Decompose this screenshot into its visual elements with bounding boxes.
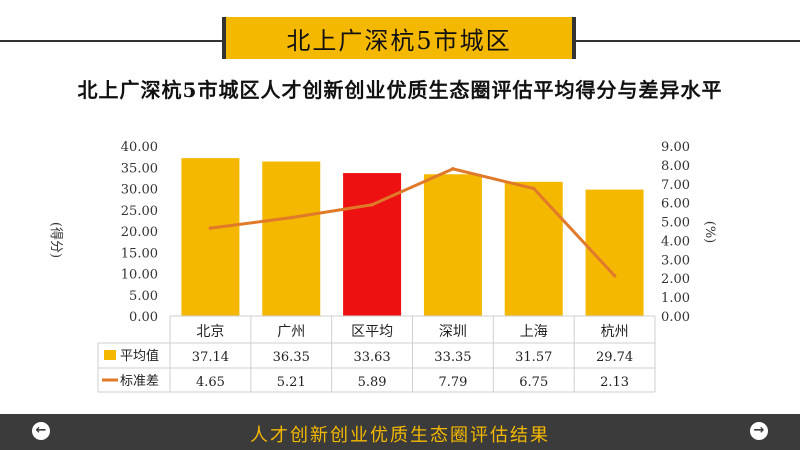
y-tick-label: 15.00 xyxy=(121,246,158,261)
y2-tick-label: 0.00 xyxy=(661,310,690,325)
arrow-right-circle-icon[interactable]: → xyxy=(750,422,768,440)
data-label: 4.65 xyxy=(196,375,225,390)
data-label: 36.35 xyxy=(273,350,310,365)
x-tick-label: 杭州 xyxy=(601,324,629,340)
legend-swatch-bar xyxy=(104,350,116,360)
y-tick-label: 5.00 xyxy=(129,289,158,304)
y-tick-label: 40.00 xyxy=(121,140,158,155)
line-point xyxy=(451,167,455,171)
x-tick-label: 上海 xyxy=(520,324,548,340)
line-point xyxy=(370,202,374,207)
y2-tick-label: 8.00 xyxy=(661,159,690,174)
x-tick-label: 区平均 xyxy=(351,324,393,340)
y-tick-label: 30.00 xyxy=(121,183,158,198)
y2-tick-label: 4.00 xyxy=(661,234,690,249)
footer-bar: ← 人才创新创业优质生态圈评估结果 → xyxy=(0,414,800,450)
data-label: 5.21 xyxy=(277,375,306,390)
data-label: 31.57 xyxy=(515,350,552,365)
y2-tick-label: 9.00 xyxy=(661,140,690,155)
y-tick-label: 20.00 xyxy=(121,225,158,240)
data-label: 5.89 xyxy=(358,375,387,390)
y2-tick-label: 1.00 xyxy=(661,291,690,306)
bar-北京 xyxy=(181,158,240,316)
series-line-标准差 xyxy=(210,167,616,277)
bar-深圳 xyxy=(423,174,482,316)
legend-label: 标准差 xyxy=(120,374,159,389)
y2-tick-label: 3.00 xyxy=(661,253,690,268)
bar-广州 xyxy=(262,161,321,316)
data-label: 6.75 xyxy=(519,375,548,390)
y-tick-label: 10.00 xyxy=(121,268,158,283)
line-point xyxy=(289,215,294,220)
line-point xyxy=(612,273,617,278)
y2-tick-label: 5.00 xyxy=(661,216,690,231)
data-label: 29.74 xyxy=(596,350,633,365)
bar-上海 xyxy=(504,181,563,316)
line-point xyxy=(531,186,536,191)
y2-tick-label: 6.00 xyxy=(661,197,690,212)
legend-label: 平均值 xyxy=(120,348,159,364)
y-axis-title: (得分) xyxy=(48,222,64,258)
y2-axis-title: (%) xyxy=(702,221,717,244)
data-label: 7.79 xyxy=(438,375,467,390)
footer-title: 人才创新创业优质生态圈评估结果 xyxy=(250,425,550,446)
data-label: 2.13 xyxy=(600,375,629,390)
chart: 0.00 5.00 10.00 15.00 20.00 25.00 30.00 35.00 40… xyxy=(48,140,717,393)
data-label: 33.35 xyxy=(434,350,471,365)
y-tick-label: 25.00 xyxy=(121,204,158,219)
data-label: 33.63 xyxy=(353,350,390,365)
data-label: 37.14 xyxy=(192,350,229,365)
chart-title: 北上广深杭5市城区人才创新创业优质生态圈评估平均得分与差异水平 xyxy=(77,78,723,102)
y2-tick-label: 7.00 xyxy=(661,178,690,193)
y-tick-label: 0.00 xyxy=(129,310,158,325)
page-title: 北上广深杭5市城区 xyxy=(222,17,576,59)
x-tick-label: 深圳 xyxy=(439,324,467,340)
y-tick-label: 35.00 xyxy=(121,161,158,176)
line-point xyxy=(208,226,213,230)
x-tick-label: 广州 xyxy=(277,324,305,340)
arrow-left-circle-icon[interactable]: ← xyxy=(32,422,50,440)
x-tick-label: 北京 xyxy=(196,324,224,340)
y2-tick-label: 2.00 xyxy=(661,272,690,287)
